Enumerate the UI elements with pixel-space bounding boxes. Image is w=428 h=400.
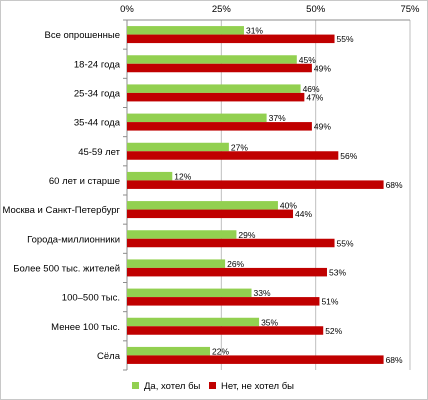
bar-yes — [127, 26, 244, 35]
category-label: 60 лет и старше — [49, 176, 120, 187]
x-tick-label: 75% — [400, 4, 420, 15]
value-label: 55% — [337, 34, 354, 44]
bar-no — [127, 63, 312, 73]
bar-yes — [127, 346, 211, 356]
value-label: 46% — [303, 84, 320, 94]
category-label: Более 500 тыс. жителей — [13, 263, 120, 274]
bar-yes — [127, 142, 229, 152]
bar-yes — [127, 113, 267, 123]
legend-label-no: Нет, не хотел бы — [221, 381, 294, 392]
category-label: Все опрошенные — [44, 30, 120, 41]
category-label: 45-59 лет — [78, 147, 120, 158]
value-label: 49% — [314, 122, 331, 132]
legend-label-yes: Да, хотел бы — [144, 381, 201, 392]
value-label: 33% — [254, 288, 271, 298]
value-label: 49% — [314, 63, 331, 73]
bar-no — [127, 238, 335, 248]
value-label: 68% — [386, 355, 403, 365]
legend-swatch-yes — [132, 382, 139, 389]
value-label: 56% — [340, 151, 357, 161]
category-label: 18-24 года — [74, 59, 121, 70]
bar-yes — [127, 259, 226, 268]
bar-no — [127, 122, 312, 131]
value-label: 26% — [227, 259, 244, 269]
category-label: Москва и Санкт-Петербург — [2, 205, 120, 216]
bar-yes — [127, 55, 297, 64]
category-label: Менее 100 тыс. — [51, 322, 120, 333]
value-label: 37% — [269, 113, 286, 123]
category-label: Города-миллионники — [27, 234, 120, 245]
value-label: 29% — [238, 230, 255, 240]
value-label: 45% — [299, 55, 316, 65]
bar-no — [127, 92, 305, 102]
x-tick-label: 0% — [120, 4, 134, 15]
value-label: 35% — [261, 317, 278, 327]
value-label: 40% — [280, 201, 297, 211]
bar-yes — [127, 317, 260, 327]
value-label: 44% — [295, 209, 312, 219]
bar-yes — [127, 288, 252, 298]
bar-yes — [127, 171, 173, 181]
bar-yes — [127, 230, 237, 239]
category-label: Сёла — [97, 351, 121, 362]
bar-no — [127, 355, 384, 364]
legend-swatch-no — [209, 382, 216, 389]
value-label: 22% — [212, 346, 229, 356]
bar-no — [127, 180, 384, 189]
category-label: 100–500 тыс. — [62, 293, 120, 304]
bar-no — [127, 151, 339, 160]
bar-yes — [127, 84, 301, 93]
category-label: 35-44 года — [74, 118, 121, 129]
value-label: 55% — [337, 238, 354, 248]
x-tick-label: 50% — [306, 4, 326, 15]
value-label: 51% — [321, 297, 338, 307]
value-label: 27% — [231, 142, 248, 152]
value-label: 68% — [386, 180, 403, 190]
bar-no — [127, 326, 324, 335]
category-label: 25-34 года — [74, 88, 121, 99]
bar-no — [127, 209, 294, 219]
x-tick-label: 25% — [212, 4, 232, 15]
value-label: 47% — [306, 92, 323, 102]
bar-no — [127, 297, 320, 306]
bar-no — [127, 34, 335, 44]
bar-no — [127, 267, 327, 277]
value-label: 31% — [246, 26, 263, 36]
value-label: 52% — [325, 326, 342, 336]
value-label: 53% — [329, 267, 346, 277]
value-label: 12% — [174, 171, 191, 181]
bar-yes — [127, 201, 278, 210]
